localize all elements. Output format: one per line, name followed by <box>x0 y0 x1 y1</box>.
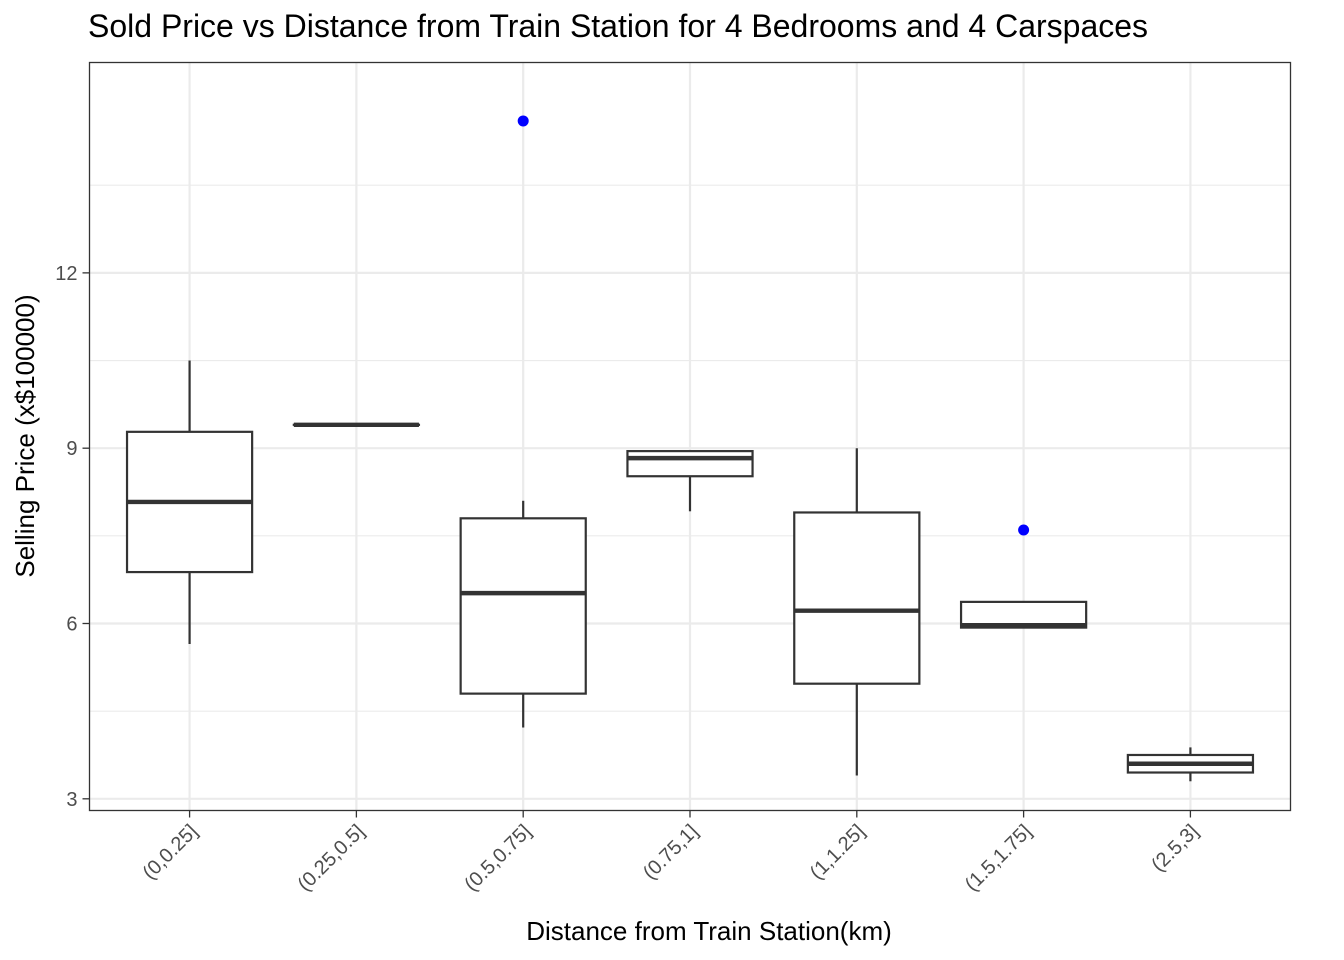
x-tick-label: (0,0.25] <box>139 820 203 884</box>
x-tick-label: (2.5,3] <box>1147 820 1203 876</box>
y-tick-label: 6 <box>66 614 77 636</box>
axes: 3 6 9 12 (0,0.25] (0.25,0.5] (0.5,0.75] (0.75,1… <box>55 263 1203 896</box>
grid-lines <box>89 62 1291 811</box>
outlier-point <box>1018 524 1030 536</box>
x-tick-label: (0.75,1] <box>639 820 703 884</box>
box-iqr <box>626 450 754 478</box>
outlier-point <box>517 115 529 127</box>
box-5 <box>959 524 1088 629</box>
x-tick-label: (0.5,0.75] <box>460 820 535 895</box>
box-4 <box>793 448 921 776</box>
x-tick-label: (1.5,1.75] <box>961 820 1036 895</box>
y-tick-label: 9 <box>66 438 77 460</box>
box-3 <box>626 450 754 512</box>
box-0 <box>125 360 254 644</box>
boxes <box>125 115 1255 782</box>
y-tick-label: 3 <box>66 789 77 811</box>
box-2 <box>459 115 587 728</box>
x-tick-label: (0.25,0.5] <box>294 820 369 895</box>
y-tick-label: 12 <box>55 263 77 285</box>
box-6 <box>1126 747 1255 782</box>
x-tick-label: (1,1.25] <box>806 820 870 884</box>
x-axis-title: Distance from Train Station(km) <box>526 916 892 946</box>
box-iqr <box>459 517 587 695</box>
y-axis-title: Selling Price (x$100000) <box>10 294 40 577</box>
chart-title: Sold Price vs Distance from Train Statio… <box>88 8 1149 44</box>
box-iqr <box>793 511 921 685</box>
